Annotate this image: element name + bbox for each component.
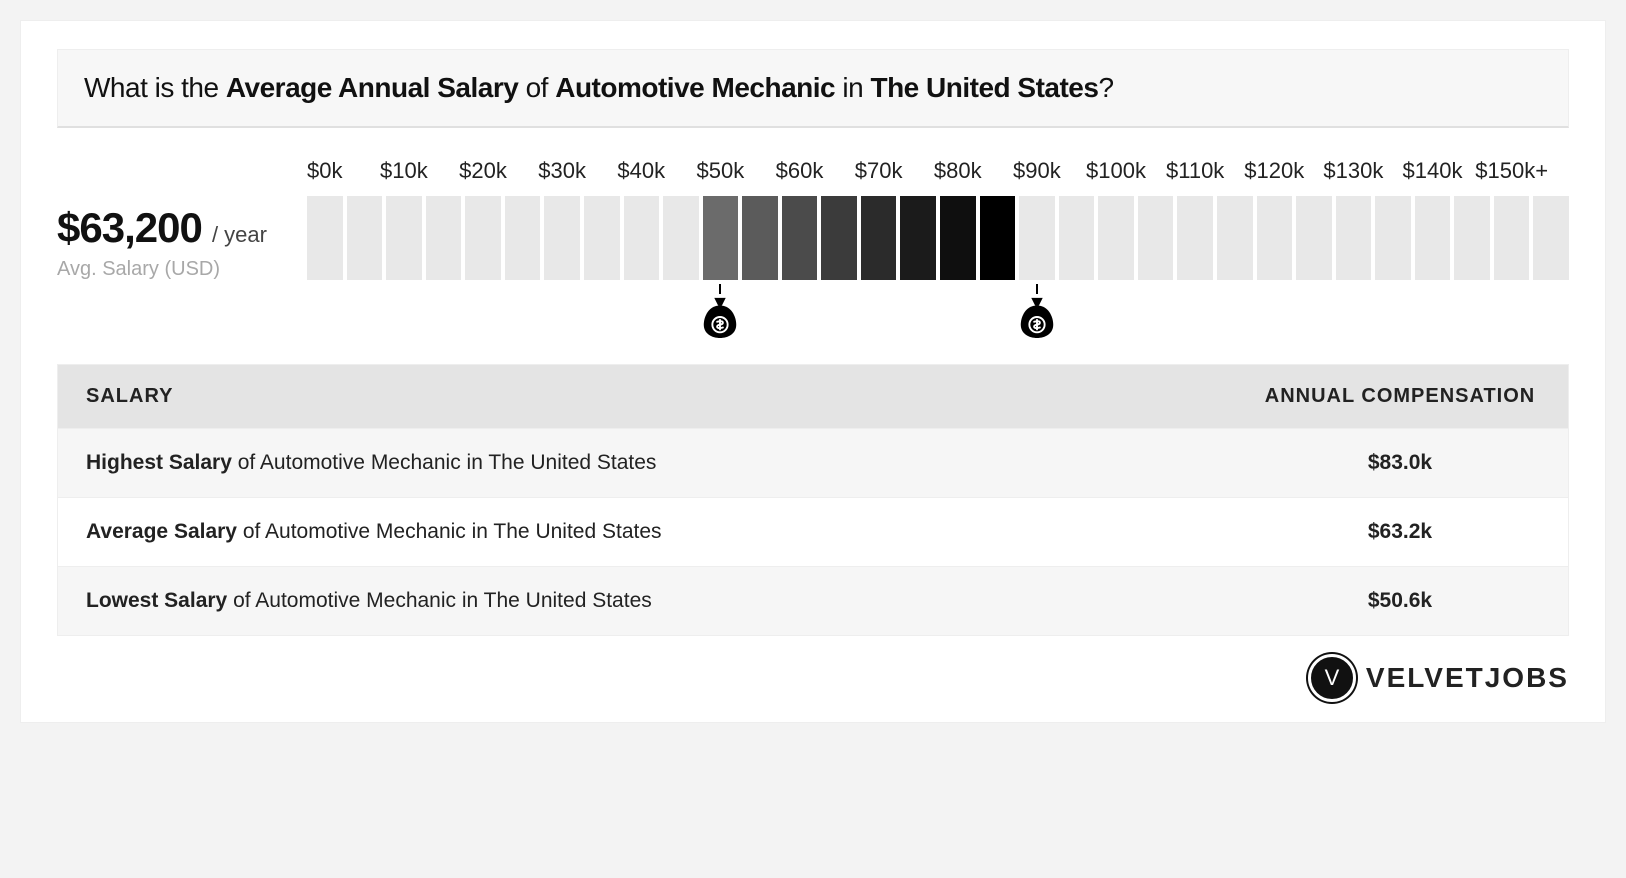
tick-label: $100k <box>1086 158 1146 184</box>
bar <box>821 196 857 280</box>
title-suffix: ? <box>1098 72 1113 103</box>
bar <box>1454 196 1490 280</box>
bar <box>1019 196 1055 280</box>
tick-label: $20k <box>459 158 507 184</box>
brand-logo: V VELVETJOBS <box>57 654 1569 702</box>
row-comp-value: $50.6k <box>1260 589 1540 613</box>
bar <box>347 196 383 280</box>
bar <box>1257 196 1293 280</box>
tick-label: $130k <box>1323 158 1383 184</box>
bar <box>1533 196 1569 280</box>
money-bag-icon <box>700 284 740 343</box>
tick-label: $0k <box>307 158 342 184</box>
bar <box>663 196 699 280</box>
salary-bars <box>307 196 1569 280</box>
summary-col: $63,200 / year Avg. Salary (USD) <box>57 158 307 281</box>
tick-label: $80k <box>934 158 982 184</box>
bar <box>1177 196 1213 280</box>
bar <box>900 196 936 280</box>
tick-label: $90k <box>1013 158 1061 184</box>
tick-label: $140k <box>1403 158 1463 184</box>
bar <box>703 196 739 280</box>
table-header: SALARY ANNUAL COMPENSATION <box>58 365 1568 428</box>
avg-subtitle: Avg. Salary (USD) <box>57 258 307 281</box>
title-bold-2: Automotive Mechanic <box>555 72 835 103</box>
salary-markers <box>307 284 1569 344</box>
row-salary-label: Lowest Salary of Automotive Mechanic in … <box>86 589 1260 613</box>
table-row: Highest Salary of Automotive Mechanic in… <box>58 428 1568 497</box>
title-bold-3: The United States <box>870 72 1098 103</box>
money-bag-icon <box>1017 284 1057 343</box>
bar <box>1217 196 1253 280</box>
bar <box>1098 196 1134 280</box>
axis-labels: $0k $10k $20k $30k $40k $50k $60k $70k $80k $90k $… <box>307 158 1569 188</box>
bar <box>782 196 818 280</box>
row-comp-value: $83.0k <box>1260 451 1540 475</box>
bar <box>465 196 501 280</box>
row-salary-label: Average Salary of Automotive Mechanic in… <box>86 520 1260 544</box>
tick-label: $120k <box>1244 158 1304 184</box>
row-comp-value: $63.2k <box>1260 520 1540 544</box>
bar <box>1494 196 1530 280</box>
header-comp: ANNUAL COMPENSATION <box>1260 385 1540 408</box>
bar <box>307 196 343 280</box>
bar <box>1059 196 1095 280</box>
bar <box>1336 196 1372 280</box>
bar <box>584 196 620 280</box>
bar <box>940 196 976 280</box>
tick-label: $50k <box>697 158 745 184</box>
title-bar: What is the Average Annual Salary of Aut… <box>57 49 1569 128</box>
bar <box>1296 196 1332 280</box>
title-prefix: What is the <box>84 72 226 103</box>
bar <box>980 196 1016 280</box>
bar <box>1138 196 1174 280</box>
table-row: Lowest Salary of Automotive Mechanic in … <box>58 566 1568 635</box>
header-salary: SALARY <box>86 385 1260 408</box>
tick-label: $150k+ <box>1475 158 1548 184</box>
tick-label: $110k <box>1166 158 1224 184</box>
per-year: / year <box>206 222 267 247</box>
bar <box>861 196 897 280</box>
salary-table: SALARY ANNUAL COMPENSATION Highest Salar… <box>57 364 1569 636</box>
salary-card: What is the Average Annual Salary of Aut… <box>20 20 1606 723</box>
chart-col: $0k $10k $20k $30k $40k $50k $60k $70k $80k $90k $… <box>307 158 1569 344</box>
title-bold-1: Average Annual Salary <box>226 72 518 103</box>
tick-label: $60k <box>776 158 824 184</box>
tick-label: $70k <box>855 158 903 184</box>
logo-text: VELVETJOBS <box>1366 662 1569 694</box>
bar <box>386 196 422 280</box>
bar <box>1415 196 1451 280</box>
bar <box>426 196 462 280</box>
avg-amount: $63,200 <box>57 204 202 251</box>
bar <box>1375 196 1411 280</box>
row-salary-label: Highest Salary of Automotive Mechanic in… <box>86 451 1260 475</box>
chart-wrap: $63,200 / year Avg. Salary (USD) $0k $10k… <box>57 158 1569 344</box>
bar <box>624 196 660 280</box>
tick-label: $30k <box>538 158 586 184</box>
bar <box>742 196 778 280</box>
tick-label: $10k <box>380 158 428 184</box>
title-mid-2: in <box>835 72 870 103</box>
logo-badge-icon: V <box>1308 654 1356 702</box>
title-mid-1: of <box>518 72 555 103</box>
table-row: Average Salary of Automotive Mechanic in… <box>58 497 1568 566</box>
tick-label: $40k <box>617 158 665 184</box>
bar <box>505 196 541 280</box>
bar <box>544 196 580 280</box>
